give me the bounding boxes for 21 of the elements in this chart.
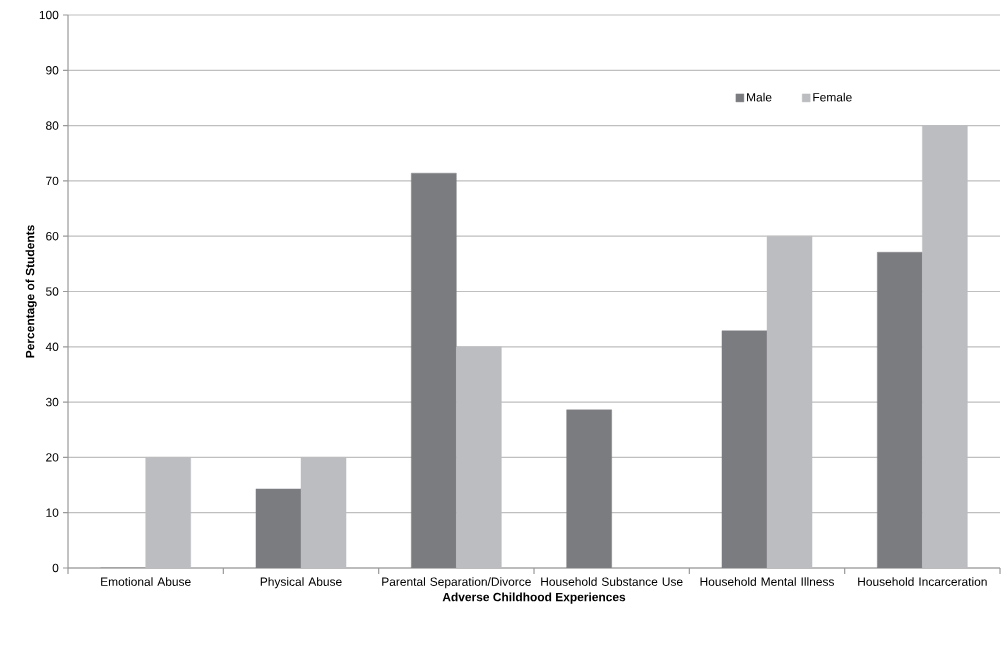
x-axis-title: Adverse Childhood Experiences [442,592,626,604]
x-tick-label: Household Incarceration [858,577,987,586]
x-tick-label: Parental Separation/Divorce [382,577,531,589]
y-tick-label: 30 [45,397,59,407]
y-tick-label: 40 [45,342,59,352]
x-tick-label: Physical Abuse [260,577,342,589]
legend-label: Female [813,92,852,102]
y-tick-label: 0 [52,563,59,573]
y-tick-label: 80 [46,121,59,130]
y-tick-label: 60 [46,231,59,241]
y-tick-label: 70 [46,176,59,186]
x-tick-label: Household Substance Use [541,577,683,586]
y-axis-title: Percentage of Students [25,225,37,358]
y-tick-label: 50 [46,287,59,296]
y-tick-label: 20 [46,453,59,462]
legend-label: Male [747,92,772,102]
y-tick-label: 90 [46,66,59,75]
y-tick-label: 10 [46,508,59,517]
y-tick-label: 100 [39,10,59,20]
x-tick-label: Emotional Abuse [101,577,191,586]
x-tick-label: Household Mental Illness [700,577,834,586]
